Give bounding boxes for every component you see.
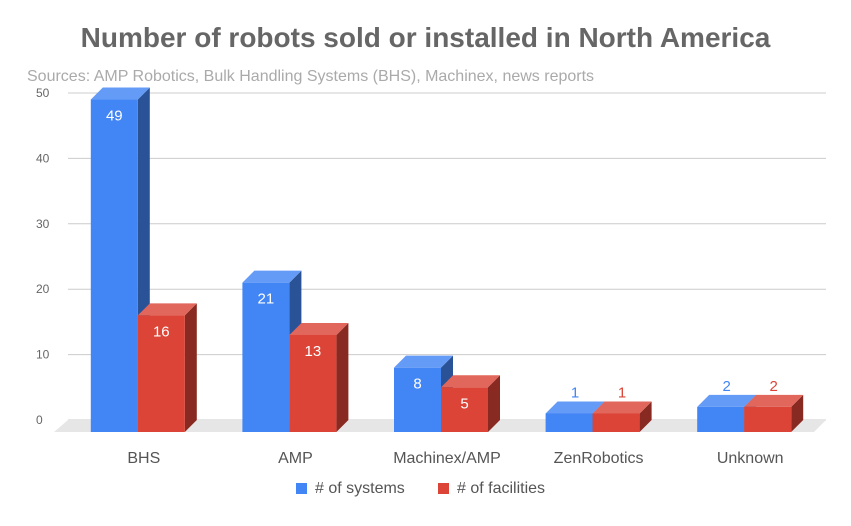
x-tick-label: BHS — [127, 450, 160, 467]
bar-of-facilities-top — [441, 375, 500, 388]
bar-of-facilities-top — [137, 303, 197, 316]
chart-title: Number of robots sold or installed in No… — [80, 22, 771, 53]
bar-of-systems-top — [697, 394, 757, 407]
bar-of-facilities-side — [639, 401, 652, 432]
bar-of-facilities-top — [744, 394, 804, 407]
bar-of-systems-top — [90, 87, 150, 100]
bar-of-systems — [545, 413, 593, 432]
data-label: 5 — [460, 395, 468, 412]
y-tick-label: 0 — [36, 413, 43, 427]
chart-subtitle: Sources: AMP Robotics, Bulk Handling Sys… — [27, 68, 595, 85]
bar-of-facilities — [289, 334, 337, 432]
data-label: 21 — [258, 291, 275, 308]
bar-of-systems — [697, 406, 745, 432]
data-label: 1 — [618, 384, 626, 401]
y-tick-label: 50 — [36, 86, 50, 100]
legend-label: # of facilities — [457, 480, 545, 497]
x-tick-label: Machinex/AMP — [393, 450, 501, 467]
legend-swatch — [296, 483, 307, 494]
x-tick-label: Unknown — [717, 450, 784, 467]
bar-of-facilities-side — [184, 303, 197, 432]
y-tick-label: 40 — [36, 151, 50, 165]
bar-of-systems-top — [394, 355, 453, 368]
x-tick-label: ZenRobotics — [554, 450, 644, 467]
y-tick-label: 10 — [36, 348, 50, 362]
bar-of-facilities-top — [289, 322, 349, 335]
data-label: 13 — [305, 343, 322, 360]
data-label: 2 — [723, 378, 731, 395]
legend-swatch — [438, 483, 449, 494]
data-label: 1 — [571, 384, 579, 401]
bar-of-facilities — [137, 315, 185, 432]
bar-of-facilities-side — [336, 322, 349, 432]
y-tick-label: 20 — [36, 282, 50, 296]
data-label: 8 — [413, 376, 421, 393]
legend-label: # of systems — [315, 480, 405, 497]
x-tick-label: AMP — [278, 450, 313, 467]
bar-of-systems — [242, 282, 290, 432]
bar-of-facilities-side — [791, 394, 804, 432]
bar-of-facilities-top — [592, 401, 652, 414]
bar-of-systems-top — [242, 270, 302, 283]
bar-of-facilities — [592, 413, 640, 432]
y-tick-label: 30 — [36, 217, 50, 231]
bar-of-systems — [394, 367, 441, 432]
bar-of-facilities-side — [488, 375, 500, 432]
bar-of-systems-top — [545, 401, 605, 414]
data-label: 2 — [770, 378, 778, 395]
data-label: 49 — [106, 108, 123, 125]
bar-of-systems — [90, 99, 138, 432]
data-label: 16 — [153, 323, 170, 340]
bar-of-facilities — [441, 387, 488, 432]
bar-of-facilities — [744, 406, 792, 432]
